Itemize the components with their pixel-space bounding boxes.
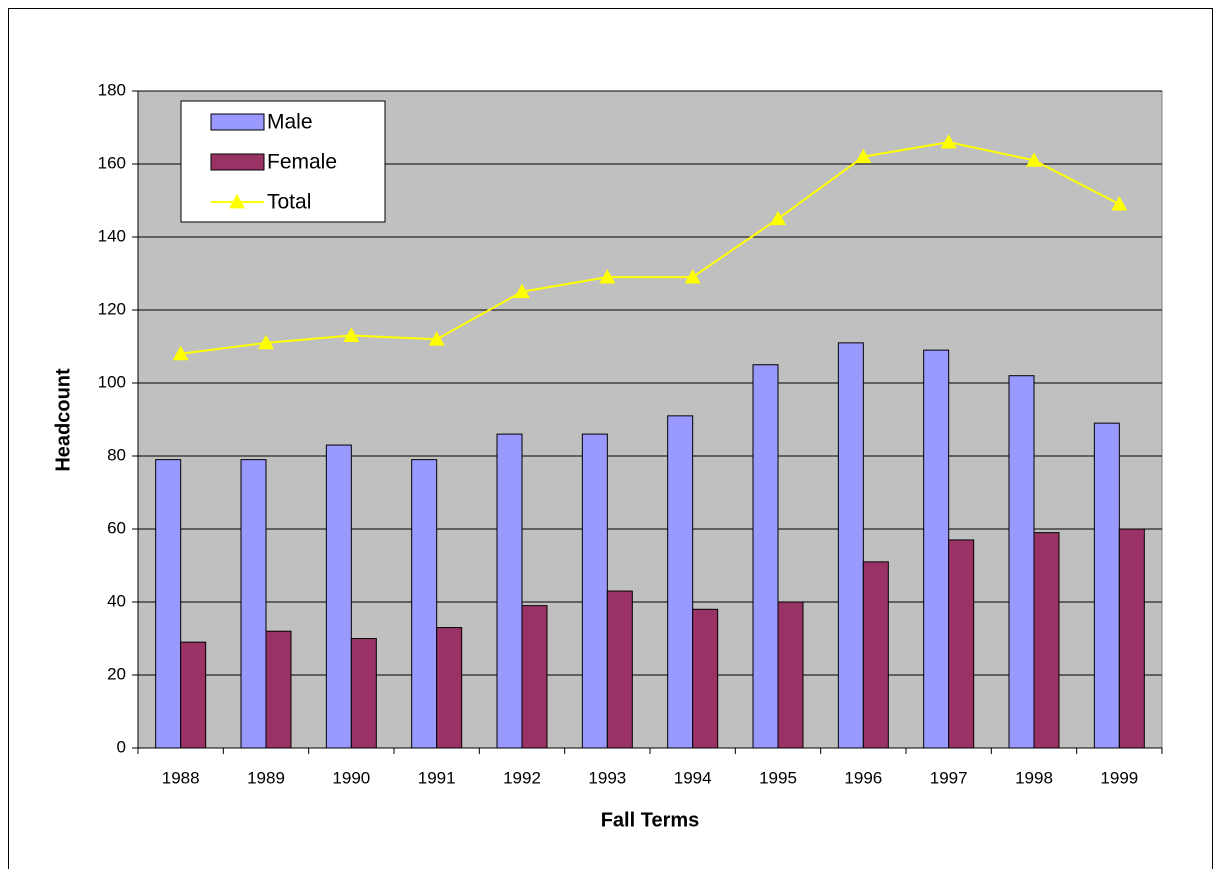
- bar: [1008, 375, 1035, 749]
- legend-swatch: [210, 113, 265, 131]
- y-tick-label: 20: [107, 664, 126, 683]
- x-tick-label: 1994: [674, 768, 712, 787]
- line: [180, 141, 1120, 355]
- bar: [948, 539, 975, 749]
- x-tick-label: 1999: [1100, 768, 1138, 787]
- bar: [350, 638, 377, 749]
- line-marker: [940, 134, 957, 149]
- y-tick-label: 60: [107, 518, 126, 537]
- line-marker: [258, 334, 274, 350]
- line-marker: [599, 269, 616, 284]
- x-tick-label: 1991: [418, 768, 456, 787]
- bar: [155, 459, 182, 749]
- x-tick-label: 1990: [332, 768, 370, 787]
- line-marker: [343, 327, 360, 342]
- y-tick-label: 180: [98, 80, 126, 99]
- line-marker: [172, 345, 189, 361]
- bar: [325, 444, 352, 749]
- bar: [496, 433, 523, 749]
- x-tick-label: 1989: [247, 768, 285, 787]
- bar: [692, 608, 719, 749]
- y-tick-label: 140: [98, 226, 126, 245]
- line-marker: [770, 210, 786, 226]
- line-marker: [1111, 196, 1128, 211]
- x-axis-title: Fall Terms: [601, 809, 700, 831]
- legend-swatch: [210, 153, 265, 171]
- legend-label: Female: [267, 151, 337, 174]
- line-marker: [1026, 152, 1042, 167]
- bar: [862, 561, 889, 749]
- bar: [240, 459, 267, 749]
- y-tick-label: 40: [107, 591, 126, 610]
- line-marker: [428, 331, 445, 346]
- y-tick-label: 80: [107, 445, 126, 464]
- bar: [1033, 532, 1060, 749]
- legend-label: Total: [267, 191, 311, 214]
- y-tick-label: 100: [98, 372, 126, 391]
- y-tick-label: 160: [98, 153, 126, 172]
- x-tick-label: 1988: [162, 768, 200, 787]
- line-marker: [514, 283, 530, 299]
- legend-label: Male: [267, 111, 313, 134]
- bar: [837, 342, 864, 749]
- bar: [777, 601, 804, 749]
- bar: [411, 459, 438, 749]
- bar: [1118, 528, 1145, 749]
- x-tick-label: 1995: [759, 768, 797, 787]
- y-axis-title: Headcount: [52, 368, 74, 472]
- x-tick-label: 1996: [844, 768, 882, 787]
- x-tick-label: 1992: [503, 768, 541, 787]
- bar: [436, 627, 463, 749]
- y-tick-label: 0: [117, 737, 126, 756]
- x-tick-label: 1998: [1015, 768, 1053, 787]
- bar: [581, 433, 608, 749]
- bar: [923, 349, 950, 749]
- bar: [752, 364, 779, 749]
- chart-frame: [8, 8, 1213, 869]
- bar: [180, 641, 207, 749]
- bar: [667, 415, 694, 749]
- y-tick-label: 120: [98, 299, 126, 318]
- bar: [265, 630, 292, 749]
- line-marker: [855, 148, 872, 164]
- line-marker: [684, 269, 701, 284]
- bar: [521, 605, 548, 749]
- x-tick-label: 1993: [588, 768, 626, 787]
- bar: [606, 590, 633, 749]
- bar: [1093, 422, 1120, 749]
- x-tick-label: 1997: [930, 768, 968, 787]
- legend-marker: [229, 194, 245, 209]
